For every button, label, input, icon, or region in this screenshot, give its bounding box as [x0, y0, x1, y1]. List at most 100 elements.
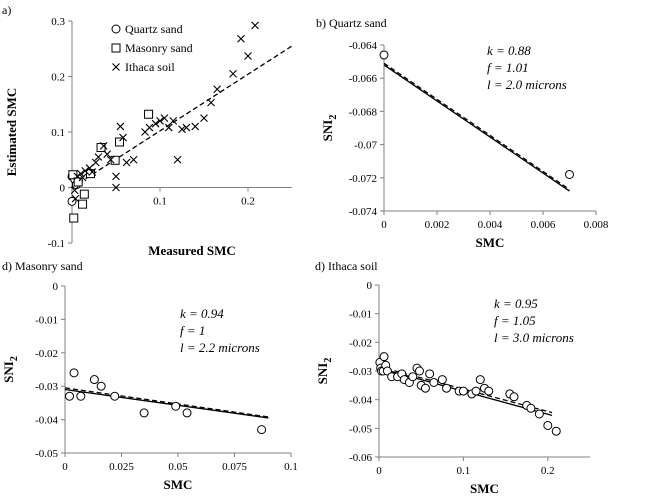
y-tick-label: -0.072: [349, 173, 377, 185]
fit-line-dashed: [64, 387, 269, 418]
y-tick-label: 0.3: [51, 16, 65, 28]
panel-d-masonry-sand: 0 -0.01 -0.02 -0.03 -0.04 -0.05 0 0.025 0.05 0.07…: [1, 259, 298, 492]
data-point-square: [68, 170, 78, 180]
data-point-circle: [534, 409, 544, 419]
data-point-x: [119, 133, 127, 142]
data-point-x: [70, 186, 79, 195]
y-tick-label: -0.04: [35, 415, 58, 427]
data-point-square: [115, 137, 125, 147]
y-tick-label: -0.03: [35, 381, 58, 393]
data-point-x: [145, 123, 154, 132]
data-point-x: [94, 153, 103, 161]
y-tick-label: -0.1: [48, 238, 65, 250]
data-point-x: [85, 164, 94, 172]
data-point-square: [96, 143, 106, 153]
data-point-x: [106, 155, 115, 164]
data-point-circle: [415, 366, 425, 376]
data-point-circle: [171, 401, 181, 411]
y-tick-label: -0.06: [349, 452, 372, 464]
fit-annotation: f = 1: [180, 323, 205, 338]
data-point-x: [178, 125, 186, 134]
y-tick-label: -0.05: [349, 423, 372, 435]
x-tick-label: 0.1: [284, 461, 298, 473]
data-point-x: [112, 183, 120, 192]
x-tick-label: 0.2: [241, 196, 255, 208]
data-point-square: [69, 213, 79, 223]
fit-annotation: f = 1.05: [494, 313, 536, 328]
data-point-circle: [89, 375, 99, 385]
data-point-x: [237, 34, 245, 43]
panel-title: d) Masonry sand: [2, 259, 83, 273]
data-point-x: [88, 168, 97, 176]
y-tick-label: -0.05: [35, 448, 58, 460]
legend-label: Masonry sand: [125, 41, 193, 55]
fit-line-solid: [383, 64, 570, 192]
data-point-x: [251, 21, 259, 30]
legend-label: Ithaca soil: [125, 60, 175, 74]
y-tick-label: -0.07: [354, 140, 377, 152]
x-tick-label: 0.2: [541, 465, 555, 477]
data-point-x: [151, 119, 160, 128]
fit-annotation: f = 1.01: [487, 60, 529, 75]
data-point-circle: [110, 391, 120, 401]
x-tick-label: 0.002: [425, 219, 450, 231]
data-point-square: [144, 109, 154, 119]
data-point-x: [160, 114, 169, 123]
x-tick-label: 0.025: [109, 461, 134, 473]
data-point-circle: [379, 50, 389, 60]
data-point-square: [78, 199, 88, 209]
data-point-circle: [458, 386, 468, 396]
data-point-square: [79, 189, 89, 199]
y-tick-label: -0.04: [349, 395, 372, 407]
data-point-circle: [69, 368, 79, 378]
data-point-circle: [379, 352, 389, 362]
y-tick-label: -0.068: [349, 106, 378, 118]
fit-line-dashed: [71, 45, 293, 189]
data-point-circle: [257, 425, 267, 435]
legend-marker-circle: [111, 24, 121, 34]
x-tick-label: 0: [381, 219, 387, 231]
y-tick-label: 0: [60, 183, 66, 195]
data-point-circle: [96, 381, 106, 391]
data-point-x: [213, 85, 222, 94]
data-point-circle: [565, 169, 574, 179]
data-point-circle: [484, 386, 494, 396]
panel-a-scatter: -0.1 0 0.1 0.2 0.3 0.1 0.2 a) Measured SMC Estima…: [2, 3, 293, 258]
data-point-x: [78, 173, 87, 182]
fit-line-solid: [64, 388, 269, 419]
data-point-circle: [526, 403, 536, 413]
fit-annotation: k = 0.88: [487, 43, 531, 58]
legend-label: Quartz sand: [125, 22, 183, 36]
x-axis-label: SMC: [476, 235, 505, 250]
data-point-circle: [442, 383, 452, 393]
y-axis-label-text: SNI: [315, 363, 330, 385]
data-point-circle: [408, 372, 418, 382]
data-point-circle: [76, 391, 86, 401]
data-point-x: [173, 155, 182, 164]
data-point-x: [182, 123, 191, 132]
y-tick-label: -0.066: [349, 73, 378, 85]
y-tick-label: -0.03: [349, 366, 372, 378]
data-point-circle: [475, 375, 485, 385]
x-tick-label: 0.004: [478, 219, 503, 231]
data-point-x: [112, 172, 120, 181]
data-point-circle: [420, 383, 430, 393]
y-axis-label-text: Estimated SMC: [4, 88, 19, 176]
data-point-circle: [139, 408, 149, 418]
data-point-circle: [425, 369, 435, 379]
data-point-circle: [182, 408, 192, 418]
x-tick-label: 0.075: [222, 461, 247, 473]
fit-annotation: k = 0.94: [180, 306, 224, 321]
y-tick-label: 0: [367, 280, 373, 292]
legend-marker-square: [111, 43, 121, 53]
data-point-x: [156, 117, 164, 125]
x-axis-label: Measured SMC: [148, 243, 236, 258]
y-axis-label-text: SNI: [320, 120, 335, 142]
data-point-circle: [543, 420, 553, 430]
data-point-x: [91, 158, 100, 167]
data-point-x: [129, 155, 138, 164]
fit-annotation: l = 2.0 microns: [487, 77, 567, 92]
y-tick-label: -0.074: [349, 206, 378, 218]
y-tick-label: 0: [53, 281, 59, 293]
